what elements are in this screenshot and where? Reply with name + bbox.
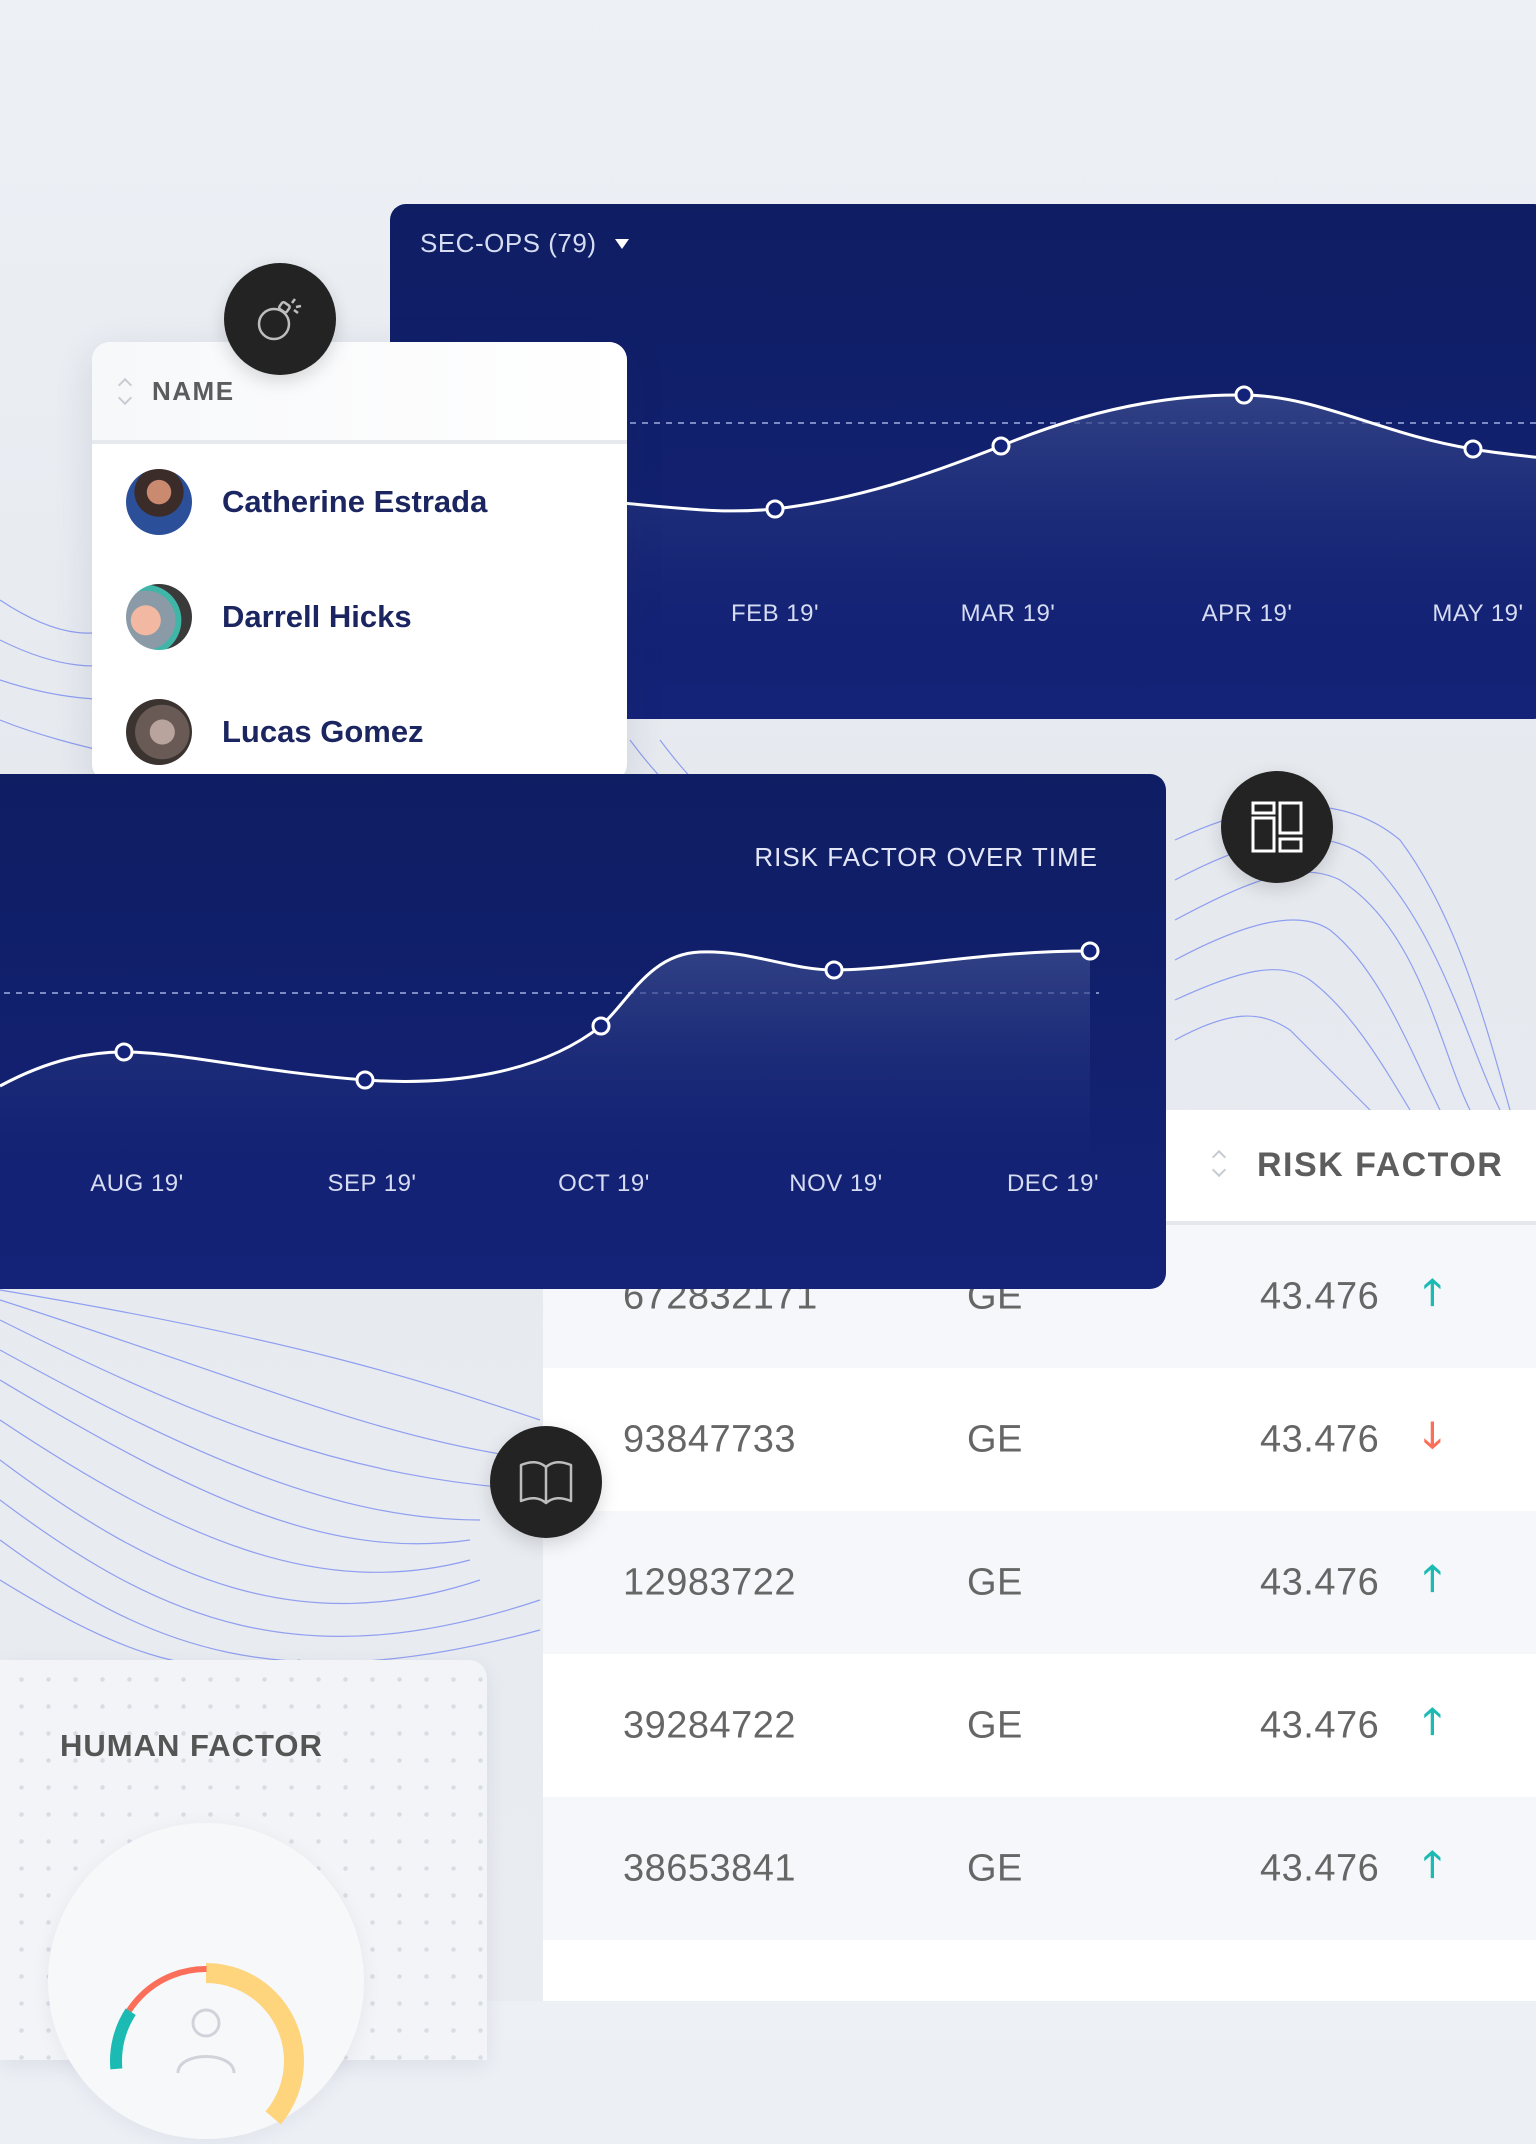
x-axis-label: FEB 19' xyxy=(730,600,820,627)
sort-icon[interactable] xyxy=(1211,1149,1227,1178)
list-item[interactable]: Darrell Hicks xyxy=(92,559,627,674)
table-row[interactable]: 93847733 GE 43.476 🡓 xyxy=(543,1368,1536,1511)
risk-factor-line-chart xyxy=(0,941,1100,1194)
risk-factor-header[interactable]: RISK FACTOR xyxy=(1257,1146,1504,1184)
id-cell: 12983722 xyxy=(623,1561,797,1603)
x-axis-label: OCT 19' xyxy=(558,1170,650,1197)
id-cell: 38653841 xyxy=(623,1847,797,1889)
table-row[interactable]: 39284722 GE 43.476 🡑 xyxy=(543,1654,1536,1797)
x-axis-label: NOV 19' xyxy=(789,1170,883,1197)
risk-cell: 43.476 xyxy=(1260,1561,1380,1603)
table-row[interactable]: 38653841 GE 43.476 🡑 xyxy=(543,1797,1536,1940)
risk-cell: 43.476 xyxy=(1260,1704,1380,1746)
code-cell: GE xyxy=(967,1847,1023,1889)
trend-down-icon: 🡓 xyxy=(1423,1414,1442,1455)
x-axis-label: MAY 19' xyxy=(1432,600,1524,627)
team-dropdown[interactable]: SEC-OPS (79) xyxy=(420,228,629,259)
book-button[interactable] xyxy=(490,1426,602,1538)
caret-down-icon xyxy=(614,238,629,249)
risk-cell: 43.476 xyxy=(1260,1275,1380,1317)
name-header-label: NAME xyxy=(152,375,235,406)
bomb-icon xyxy=(257,298,302,341)
id-cell: 93847733 xyxy=(623,1418,797,1460)
human-factor-card: HUMAN FACTOR xyxy=(0,1660,487,2144)
sort-icon[interactable] xyxy=(117,377,133,405)
x-axis-label: SEP 19' xyxy=(327,1170,417,1197)
code-cell: GE xyxy=(967,1561,1023,1603)
id-cell: 39284722 xyxy=(623,1704,797,1746)
chart-title: RISK FACTOR OVER TIME xyxy=(754,842,1098,872)
trend-up-icon: 🡑 xyxy=(1423,1271,1442,1312)
team-dropdown-label: SEC-OPS (79) xyxy=(420,228,597,258)
bomb-button[interactable] xyxy=(224,263,336,375)
x-axis-label: APR 19' xyxy=(1201,600,1293,627)
user-icon xyxy=(176,2008,236,2074)
trend-up-icon: 🡑 xyxy=(1423,1557,1442,1598)
list-item[interactable]: Catherine Estrada xyxy=(92,444,627,559)
code-cell: GE xyxy=(967,1704,1023,1746)
x-axis-label: MAR 19' xyxy=(960,600,1056,627)
risk-factor-chart-card: RISK FACTOR OVER TIME AUG 19' SEP 19' OC… xyxy=(0,774,1166,1289)
risk-cell: 43.476 xyxy=(1260,1418,1380,1460)
table-row[interactable]: 12983722 GE 43.476 🡑 xyxy=(543,1511,1536,1654)
person-name: Darrell Hicks xyxy=(222,598,412,634)
name-column-header[interactable]: NAME xyxy=(92,342,627,444)
book-icon xyxy=(519,1461,573,1505)
human-factor-title: HUMAN FACTOR xyxy=(60,1728,323,1763)
person-name: Lucas Gomez xyxy=(222,713,424,749)
avatar xyxy=(126,468,192,535)
x-axis-label: DEC 19' xyxy=(1006,1170,1100,1197)
layout-icon xyxy=(1251,801,1303,853)
person-name: Catherine Estrada xyxy=(222,483,488,519)
trend-up-icon: 🡑 xyxy=(1423,1700,1442,1741)
x-axis-label: AUG 19' xyxy=(90,1170,184,1197)
risk-cell: 43.476 xyxy=(1260,1847,1380,1889)
code-cell: GE xyxy=(967,1418,1023,1460)
avatar xyxy=(126,698,192,765)
donut-chart xyxy=(108,1963,304,2144)
avatar xyxy=(126,583,192,650)
layout-button[interactable] xyxy=(1221,771,1333,883)
trend-up-icon: 🡑 xyxy=(1423,1843,1442,1884)
list-item[interactable]: Lucas Gomez xyxy=(92,674,627,782)
human-factor-gauge xyxy=(48,1823,364,2144)
name-list-card: NAME Catherine Estrada Darrell Hicks Luc… xyxy=(92,342,627,782)
